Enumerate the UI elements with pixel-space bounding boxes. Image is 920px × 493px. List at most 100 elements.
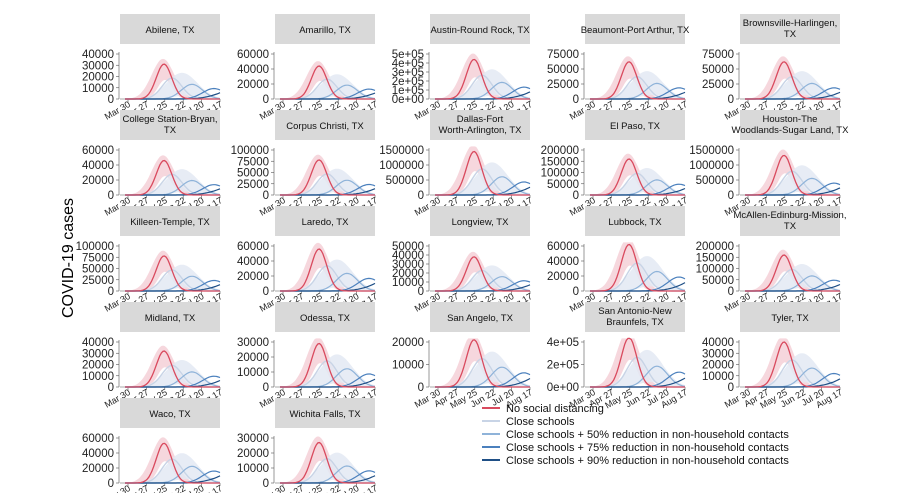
band-close-schools bbox=[435, 69, 530, 99]
y-tick-label: 0 bbox=[263, 94, 269, 106]
y-tick-label: 40000 bbox=[237, 256, 269, 268]
y-tick-label: 20000 bbox=[82, 463, 114, 475]
y-tick-label: 10000 bbox=[392, 277, 424, 289]
band-close-schools bbox=[745, 353, 840, 387]
band-close-schools bbox=[280, 259, 375, 291]
y-tick-label: 20000 bbox=[392, 337, 424, 349]
y-tick-label: 50000 bbox=[702, 275, 734, 287]
panel-title: Lubbock, TX bbox=[608, 217, 662, 228]
line-no-social-distancing bbox=[745, 61, 840, 100]
y-tick-label: 1000000 bbox=[689, 160, 734, 172]
y-tick-label: 0 bbox=[108, 382, 114, 394]
band-close-schools bbox=[280, 354, 375, 387]
y-tick-label: 60000 bbox=[82, 433, 114, 445]
panel-title: San Antonio-New bbox=[598, 306, 672, 317]
panel-title: El Paso, TX bbox=[610, 121, 661, 132]
y-tick-label: 50000 bbox=[702, 64, 734, 76]
y-tick-label: 25000 bbox=[702, 79, 734, 91]
y-tick-label: 20000 bbox=[82, 72, 114, 84]
panel: Killeen-Temple, TX 0250005000075000100000… bbox=[76, 206, 224, 314]
panel-title: Dallas-Fort bbox=[457, 114, 504, 125]
panel-title: Wichita Falls, TX bbox=[289, 409, 361, 420]
x-tick-label: Jul 20 bbox=[335, 483, 361, 493]
panel-title: Austin-Round Rock, TX bbox=[430, 25, 530, 36]
y-tick-label: 10000 bbox=[702, 371, 734, 383]
panel-strip bbox=[430, 206, 530, 236]
y-tick-label: 40000 bbox=[82, 448, 114, 460]
panel-title: College Station-Bryan, bbox=[122, 114, 217, 125]
y-tick-label: 0 bbox=[108, 286, 114, 298]
line-no-social-distancing bbox=[435, 339, 530, 388]
y-tick-label: 0 bbox=[573, 286, 579, 298]
line-no-social-distancing bbox=[590, 61, 685, 100]
y-tick-label: 75000 bbox=[237, 156, 269, 168]
y-tick-label: 500000 bbox=[696, 175, 734, 187]
y-tick-label: 500000 bbox=[386, 175, 424, 187]
y-tick-label: 60000 bbox=[237, 49, 269, 61]
line-no-social-distancing bbox=[125, 350, 220, 388]
panel-strip bbox=[275, 302, 375, 332]
line-no-social-distancing bbox=[280, 65, 375, 100]
band-close-schools bbox=[590, 256, 685, 291]
panel-title: Brownsville-Harlingen, bbox=[743, 18, 838, 29]
y-tick-label: 50000 bbox=[82, 264, 114, 276]
panel-title: TX bbox=[784, 29, 797, 40]
y-tick-label: 40000 bbox=[547, 256, 579, 268]
x-tick-label: Aug 17 bbox=[349, 483, 379, 493]
line-no-social-distancing bbox=[435, 58, 530, 100]
band-close-schools bbox=[745, 165, 840, 195]
y-tick-label: 100000 bbox=[231, 145, 269, 157]
y-tick-label: 4e+05 bbox=[392, 58, 424, 70]
band-close-schools bbox=[125, 72, 220, 99]
y-tick-label: 0 bbox=[263, 382, 269, 394]
y-tick-label: 200000 bbox=[696, 241, 734, 253]
band-close-schools bbox=[280, 452, 375, 483]
y-tick-label: 100000 bbox=[696, 264, 734, 276]
y-tick-label: 1500000 bbox=[689, 145, 734, 157]
panel-strip bbox=[120, 110, 220, 140]
panel: Longview, TX01000020000300004000050000Ma… bbox=[392, 206, 534, 314]
line-no-social-distancing bbox=[280, 248, 375, 292]
band-close-schools bbox=[280, 74, 375, 99]
y-tick-label: 4e+05 bbox=[547, 337, 579, 349]
y-tick-label: 30000 bbox=[237, 433, 269, 445]
band-close-schools bbox=[435, 265, 530, 291]
panel-title: Midland, TX bbox=[145, 313, 196, 324]
panel-title: TX bbox=[164, 125, 177, 136]
y-tick-label: 40000 bbox=[82, 337, 114, 349]
y-tick-label: 0 bbox=[728, 94, 734, 106]
y-tick-label: 10000 bbox=[237, 463, 269, 475]
band-close-schools bbox=[435, 162, 530, 195]
y-tick-label: 40000 bbox=[82, 49, 114, 61]
panel-strip bbox=[275, 14, 375, 44]
legend-label: Close schools + 50% reduction in non-hou… bbox=[506, 429, 789, 441]
x-tick-label: May 25 bbox=[138, 483, 169, 493]
y-tick-label: 30000 bbox=[82, 60, 114, 72]
y-tick-label: 30000 bbox=[82, 348, 114, 360]
y-tick-label: 75000 bbox=[702, 49, 734, 61]
legend-label: Close schools bbox=[506, 416, 575, 428]
line-no-social-distancing bbox=[125, 63, 220, 100]
line-no-social-distancing bbox=[280, 441, 375, 484]
band-close-schools bbox=[435, 351, 530, 387]
y-tick-label: 2e+05 bbox=[392, 76, 424, 88]
line-no-social-distancing bbox=[590, 337, 685, 388]
y-tick-label: 30000 bbox=[237, 337, 269, 349]
panel-strip bbox=[430, 14, 530, 44]
y-tick-label: 40000 bbox=[237, 64, 269, 76]
legend-label: No social distancing bbox=[506, 403, 604, 415]
x-tick-label: Jun 22 bbox=[314, 483, 342, 493]
y-tick-label: 75000 bbox=[82, 252, 114, 264]
panel-title: Waco, TX bbox=[149, 409, 191, 420]
y-tick-label: 20000 bbox=[702, 360, 734, 372]
panel-strip bbox=[740, 14, 840, 44]
panel-title: Houston-The bbox=[763, 114, 818, 125]
